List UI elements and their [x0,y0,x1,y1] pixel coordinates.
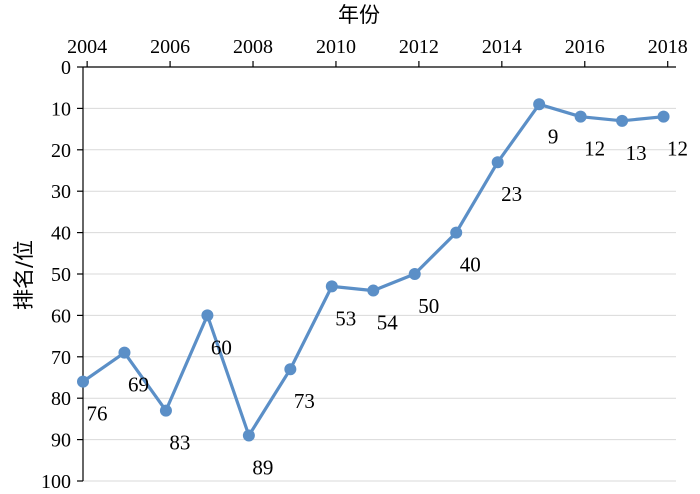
y-tick-label-70: 70 [51,347,71,369]
y-tick-label-100: 100 [41,471,71,493]
data-label-13: 13 [626,141,647,165]
data-point-6 [325,280,338,293]
x-tick-label-2010: 2010 [316,36,356,58]
data-point-5 [284,363,297,376]
data-label-2: 83 [169,431,190,455]
x-tick-labels: 2004 2006 2008 2010 2012 2014 2016 2018 [67,36,688,58]
data-point-13 [616,114,629,127]
data-label-4: 89 [252,455,273,479]
data-point-1 [118,346,131,359]
x-tick-label-2018: 2018 [648,36,688,58]
data-point-0 [77,375,89,388]
y-axis-title: 排名/位 [12,240,36,310]
y-tick-label-20: 20 [51,140,71,162]
data-label-6: 53 [335,306,356,330]
data-point-2 [159,404,172,417]
series-line [77,98,670,442]
y-tick-label-40: 40 [51,223,71,245]
data-label-1: 69 [128,373,149,397]
x-tick-label-2004: 2004 [67,36,107,58]
data-label-8: 50 [418,294,439,318]
y-tick-label-80: 80 [51,388,71,410]
data-label-3: 60 [211,335,232,359]
data-label-10: 23 [501,182,522,206]
data-point-14 [657,110,670,123]
data-label-7: 54 [377,311,399,335]
x-tick-label-2008: 2008 [233,36,273,58]
x-tick-label-2014: 2014 [482,36,522,58]
data-point-8 [408,268,421,280]
data-label-14: 12 [667,137,688,161]
x-tick-label-2012: 2012 [399,36,439,58]
data-point-3 [201,309,214,322]
y-tick-label-60: 60 [51,305,71,327]
data-label-0: 76 [87,402,108,426]
data-label-9: 40 [460,253,481,277]
data-labels: 76 69 83 60 89 73 53 54 50 40 23 9 12 13 12 [87,124,689,479]
data-point-4 [242,429,255,442]
data-point-7 [367,284,380,297]
series-polyline [82,102,664,438]
data-point-9 [450,226,463,239]
y-tick-label-90: 90 [51,430,71,452]
y-tick-label-0: 0 [61,57,71,79]
data-point-12 [574,110,587,123]
x-tick-label-2006: 2006 [150,36,190,58]
x-tick-label-2016: 2016 [565,36,605,58]
y-tick-label-50: 50 [51,264,71,286]
y-tick-label-10: 10 [51,98,71,120]
data-point-11 [533,98,546,111]
y-tick-label-30: 30 [51,181,71,203]
data-label-11: 9 [548,124,559,148]
y-tick-labels: 0 10 20 30 40 50 60 70 80 90 100 [41,57,71,493]
axes [77,61,676,482]
data-point-10 [491,156,504,169]
grid-lines [83,107,676,482]
data-label-12: 12 [584,137,605,161]
x-axis-title: 年份 [338,3,380,27]
data-label-5: 73 [294,389,315,413]
